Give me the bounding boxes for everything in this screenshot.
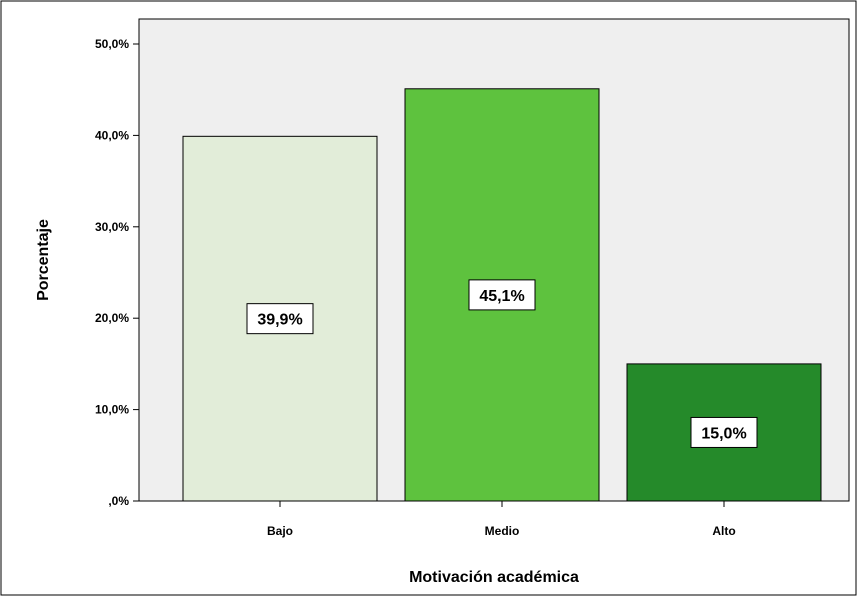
- data-label-box: [690, 416, 758, 448]
- y-tick-label: 40,0%: [95, 128, 129, 142]
- data-label: 45,1%: [479, 288, 524, 305]
- y-axis: ,0% 10,0% 20,0% 30,0% 40,0% 50,0%: [95, 37, 139, 508]
- y-tick-label: ,0%: [108, 494, 129, 508]
- y-tick-label: 50,0%: [95, 37, 129, 51]
- data-label-box: [246, 303, 314, 335]
- x-tick-label: Medio: [485, 524, 520, 538]
- y-tick-label: 20,0%: [95, 311, 129, 325]
- y-axis-title: Porcentaje: [35, 219, 52, 301]
- y-tick-label: 10,0%: [95, 403, 129, 417]
- x-tick-label: Alto: [712, 524, 735, 538]
- x-axis: Bajo Medio Alto: [267, 501, 736, 538]
- x-axis-title: Motivación académica: [409, 569, 579, 586]
- data-label-box: [468, 279, 536, 311]
- data-label: 39,9%: [257, 312, 302, 329]
- y-tick-label: 30,0%: [95, 220, 129, 234]
- data-label: 15,0%: [701, 425, 746, 442]
- x-tick-label: Bajo: [267, 524, 293, 538]
- bars-layer: 39,9% 45,1% 15,0%: [182, 88, 822, 502]
